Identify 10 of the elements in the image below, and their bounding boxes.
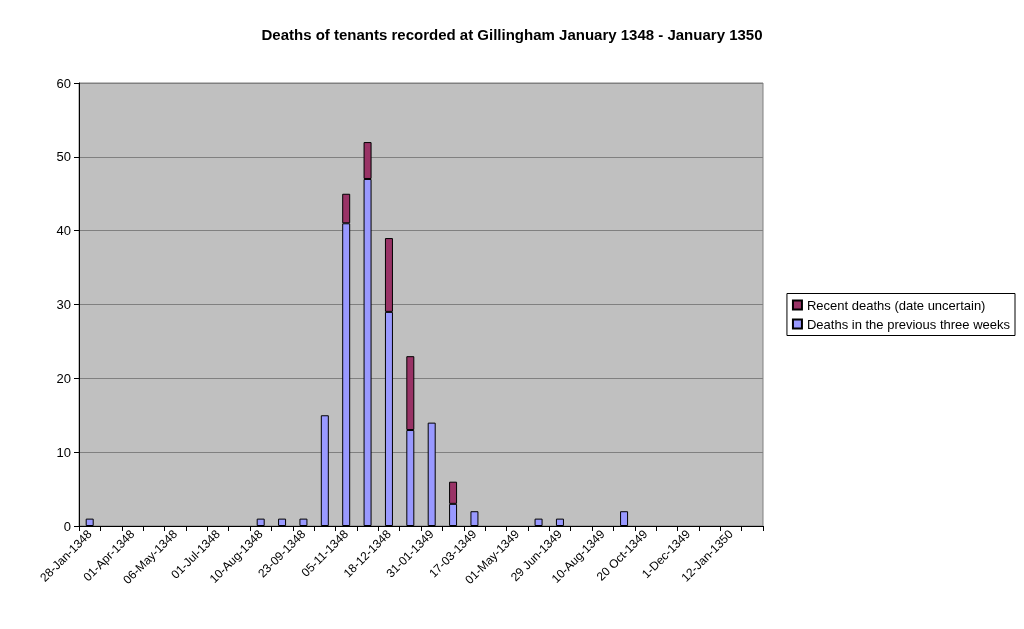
y-tick-label: 60 xyxy=(56,75,71,91)
y-tick-label: 10 xyxy=(56,444,71,460)
legend-label: Deaths in the previous three weeks xyxy=(806,316,1011,332)
chart-title: Deaths of tenants recorded at Gillingham January 1348 - January 1350 xyxy=(261,26,763,43)
y-tick-label: 40 xyxy=(56,223,71,239)
y-tick-label: 20 xyxy=(56,370,71,386)
y-tick-label: 30 xyxy=(56,297,71,312)
y-tick-label: 0 xyxy=(63,518,71,534)
y-tick-label: 50 xyxy=(56,149,71,165)
legend-label: Recent deaths (date uncertain) xyxy=(806,297,986,313)
